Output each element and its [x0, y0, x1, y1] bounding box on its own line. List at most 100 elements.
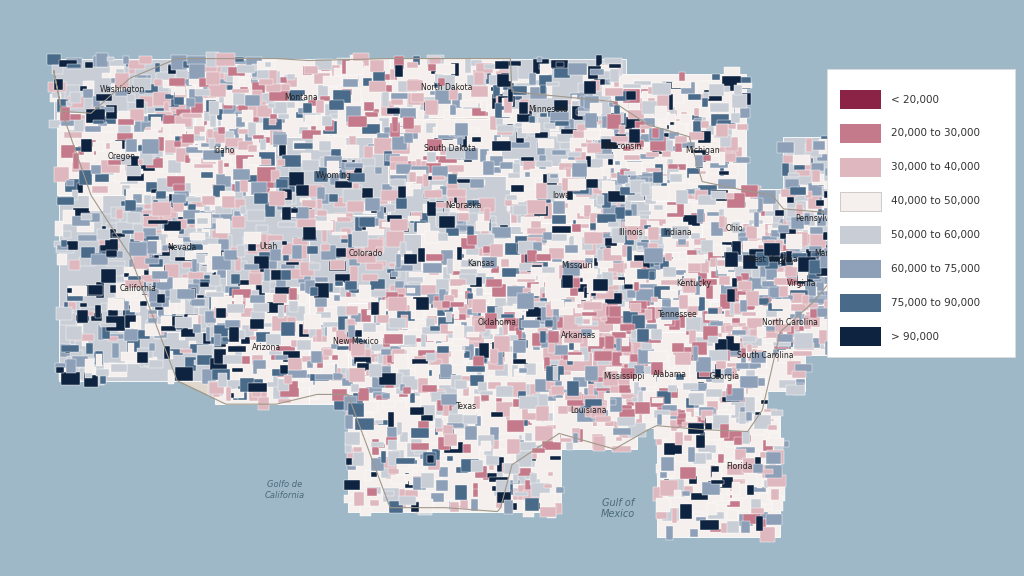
Bar	[85, 359, 94, 373]
Bar	[95, 174, 109, 182]
Bar	[564, 392, 583, 400]
Bar	[96, 53, 108, 67]
Bar	[118, 111, 135, 125]
Bar	[735, 338, 743, 350]
Bar	[735, 247, 742, 256]
Bar	[66, 180, 75, 185]
Bar	[175, 84, 186, 97]
Bar	[828, 276, 842, 283]
Bar	[257, 241, 273, 252]
Bar	[271, 170, 280, 182]
Bar	[665, 410, 671, 423]
Bar	[354, 355, 361, 361]
Bar	[145, 128, 153, 135]
Bar	[349, 253, 359, 266]
Bar	[671, 271, 686, 275]
Bar	[633, 308, 645, 313]
Bar	[440, 149, 460, 156]
Bar	[120, 312, 138, 318]
Bar	[731, 113, 739, 123]
Bar	[460, 326, 475, 338]
Bar	[742, 255, 758, 270]
Bar	[404, 475, 414, 481]
Bar	[823, 232, 839, 240]
Bar	[191, 98, 203, 112]
Bar	[591, 282, 605, 295]
Bar	[693, 122, 699, 130]
Bar	[378, 237, 384, 252]
Bar	[388, 489, 399, 499]
Bar	[580, 319, 590, 324]
Bar	[69, 260, 80, 270]
Bar	[176, 109, 191, 119]
Bar	[521, 201, 535, 216]
Bar	[220, 65, 237, 70]
Bar	[509, 86, 527, 95]
Bar	[347, 97, 362, 108]
Bar	[220, 191, 234, 204]
Bar	[672, 294, 681, 307]
Bar	[649, 234, 657, 243]
Bar	[342, 89, 357, 95]
Bar	[307, 361, 313, 367]
Bar	[65, 346, 77, 353]
Bar	[101, 225, 121, 237]
Bar	[249, 84, 260, 93]
Bar	[548, 331, 559, 343]
Bar	[521, 157, 534, 161]
Bar	[794, 158, 813, 169]
Bar	[713, 445, 719, 459]
Bar	[596, 130, 613, 136]
Bar	[252, 310, 265, 322]
Bar	[232, 169, 250, 180]
Bar	[708, 308, 718, 320]
Bar	[726, 434, 741, 447]
Bar	[856, 158, 868, 170]
Bar	[793, 370, 806, 378]
Bar	[163, 208, 177, 218]
Bar	[183, 243, 196, 257]
Bar	[673, 82, 691, 89]
Bar	[633, 397, 645, 401]
Bar	[538, 412, 553, 421]
Bar	[441, 441, 457, 446]
Bar	[341, 162, 355, 170]
Bar	[96, 126, 116, 132]
Bar	[444, 165, 464, 172]
Bar	[370, 364, 382, 377]
Bar	[539, 154, 546, 169]
Bar	[532, 59, 549, 74]
Bar	[673, 408, 681, 416]
Bar	[899, 196, 908, 211]
Bar	[725, 310, 734, 317]
Bar	[726, 324, 735, 336]
Bar	[450, 302, 464, 306]
Bar	[706, 125, 714, 135]
Bar	[220, 204, 226, 210]
Bar	[614, 356, 627, 363]
Bar	[655, 513, 668, 519]
Bar	[452, 376, 471, 381]
Bar	[474, 73, 490, 84]
Bar	[497, 105, 509, 115]
Bar	[282, 264, 295, 268]
Bar	[606, 306, 620, 316]
Bar	[334, 295, 340, 301]
Bar	[398, 382, 409, 391]
Bar	[182, 113, 202, 119]
Bar	[728, 253, 735, 257]
Bar	[71, 339, 76, 345]
Bar	[232, 393, 242, 400]
Bar	[720, 391, 727, 403]
Bar	[790, 232, 808, 246]
Bar	[469, 463, 475, 472]
Bar	[345, 395, 354, 404]
Bar	[852, 207, 880, 256]
Bar	[810, 315, 824, 322]
Bar	[540, 273, 544, 289]
Bar	[816, 200, 823, 206]
Bar	[244, 232, 261, 244]
Bar	[61, 120, 74, 126]
Bar	[269, 191, 285, 206]
Bar	[727, 405, 735, 415]
